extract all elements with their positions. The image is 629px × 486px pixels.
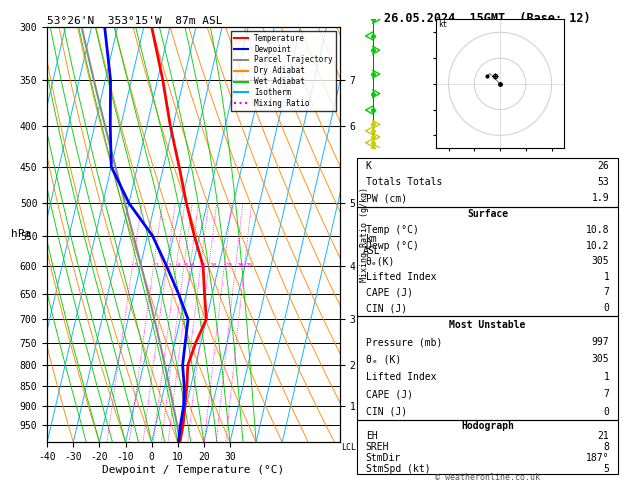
Text: 1: 1 xyxy=(133,263,137,268)
Text: 1: 1 xyxy=(603,372,610,382)
Text: 5: 5 xyxy=(185,263,189,268)
Text: 10.2: 10.2 xyxy=(586,241,610,251)
Text: 2: 2 xyxy=(154,263,158,268)
Text: 10: 10 xyxy=(209,263,217,268)
Text: 5: 5 xyxy=(603,464,610,473)
Text: θₑ (K): θₑ (K) xyxy=(365,354,401,364)
Text: 3: 3 xyxy=(167,263,171,268)
X-axis label: Dewpoint / Temperature (°C): Dewpoint / Temperature (°C) xyxy=(103,465,284,475)
Text: Most Unstable: Most Unstable xyxy=(449,320,526,330)
Bar xyxy=(357,207,618,316)
Text: θₑ(K): θₑ(K) xyxy=(365,256,395,266)
Text: CAPE (J): CAPE (J) xyxy=(365,389,413,399)
Text: 305: 305 xyxy=(592,256,610,266)
Text: 10.8: 10.8 xyxy=(586,225,610,235)
Text: 1.9: 1.9 xyxy=(592,193,610,204)
Text: Temp (°C): Temp (°C) xyxy=(365,225,418,235)
Text: Pressure (mb): Pressure (mb) xyxy=(365,337,442,347)
Text: 7: 7 xyxy=(603,287,610,297)
Text: 0: 0 xyxy=(603,407,610,417)
Text: Lifted Index: Lifted Index xyxy=(365,372,436,382)
Text: Hodograph: Hodograph xyxy=(461,421,514,431)
Text: Mixing Ratio (g/kg): Mixing Ratio (g/kg) xyxy=(360,187,369,282)
Legend: Temperature, Dewpoint, Parcel Trajectory, Dry Adiabat, Wet Adiabat, Isotherm, Mi: Temperature, Dewpoint, Parcel Trajectory… xyxy=(231,31,336,111)
Text: 187°: 187° xyxy=(586,453,610,463)
Text: StmSpd (kt): StmSpd (kt) xyxy=(365,464,430,473)
Text: 25: 25 xyxy=(245,263,253,268)
Text: CAPE (J): CAPE (J) xyxy=(365,287,413,297)
Text: 15: 15 xyxy=(225,263,233,268)
Text: 8: 8 xyxy=(603,442,610,452)
Text: 7: 7 xyxy=(603,389,610,399)
Text: © weatheronline.co.uk: © weatheronline.co.uk xyxy=(435,473,540,482)
Text: kt: kt xyxy=(438,20,447,29)
Text: CIN (J): CIN (J) xyxy=(365,303,407,313)
Text: PW (cm): PW (cm) xyxy=(365,193,407,204)
Text: hPa: hPa xyxy=(11,229,31,240)
Text: CIN (J): CIN (J) xyxy=(365,407,407,417)
Text: K: K xyxy=(365,161,372,171)
Text: 305: 305 xyxy=(592,354,610,364)
Text: 1: 1 xyxy=(603,272,610,282)
Text: LCL: LCL xyxy=(341,443,356,452)
Text: 20: 20 xyxy=(237,263,244,268)
Text: Surface: Surface xyxy=(467,209,508,219)
Text: 26: 26 xyxy=(598,161,610,171)
Text: 8: 8 xyxy=(201,263,205,268)
Bar xyxy=(357,158,618,207)
Text: 6: 6 xyxy=(191,263,195,268)
Text: StmDir: StmDir xyxy=(365,453,401,463)
Text: SREH: SREH xyxy=(365,442,389,452)
Text: Totals Totals: Totals Totals xyxy=(365,177,442,187)
Text: 21: 21 xyxy=(598,432,610,441)
Y-axis label: km
ASL: km ASL xyxy=(363,235,381,256)
Text: 53°26'N  353°15'W  87m ASL: 53°26'N 353°15'W 87m ASL xyxy=(47,16,223,26)
Bar xyxy=(357,420,618,474)
Text: EH: EH xyxy=(365,432,377,441)
Text: Dewp (°C): Dewp (°C) xyxy=(365,241,418,251)
Text: 53: 53 xyxy=(598,177,610,187)
Text: 26.05.2024  15GMT  (Base: 12): 26.05.2024 15GMT (Base: 12) xyxy=(384,12,591,25)
Text: 997: 997 xyxy=(592,337,610,347)
Bar xyxy=(357,316,618,420)
Text: Lifted Index: Lifted Index xyxy=(365,272,436,282)
Text: 0: 0 xyxy=(603,303,610,313)
Text: 4: 4 xyxy=(177,263,181,268)
